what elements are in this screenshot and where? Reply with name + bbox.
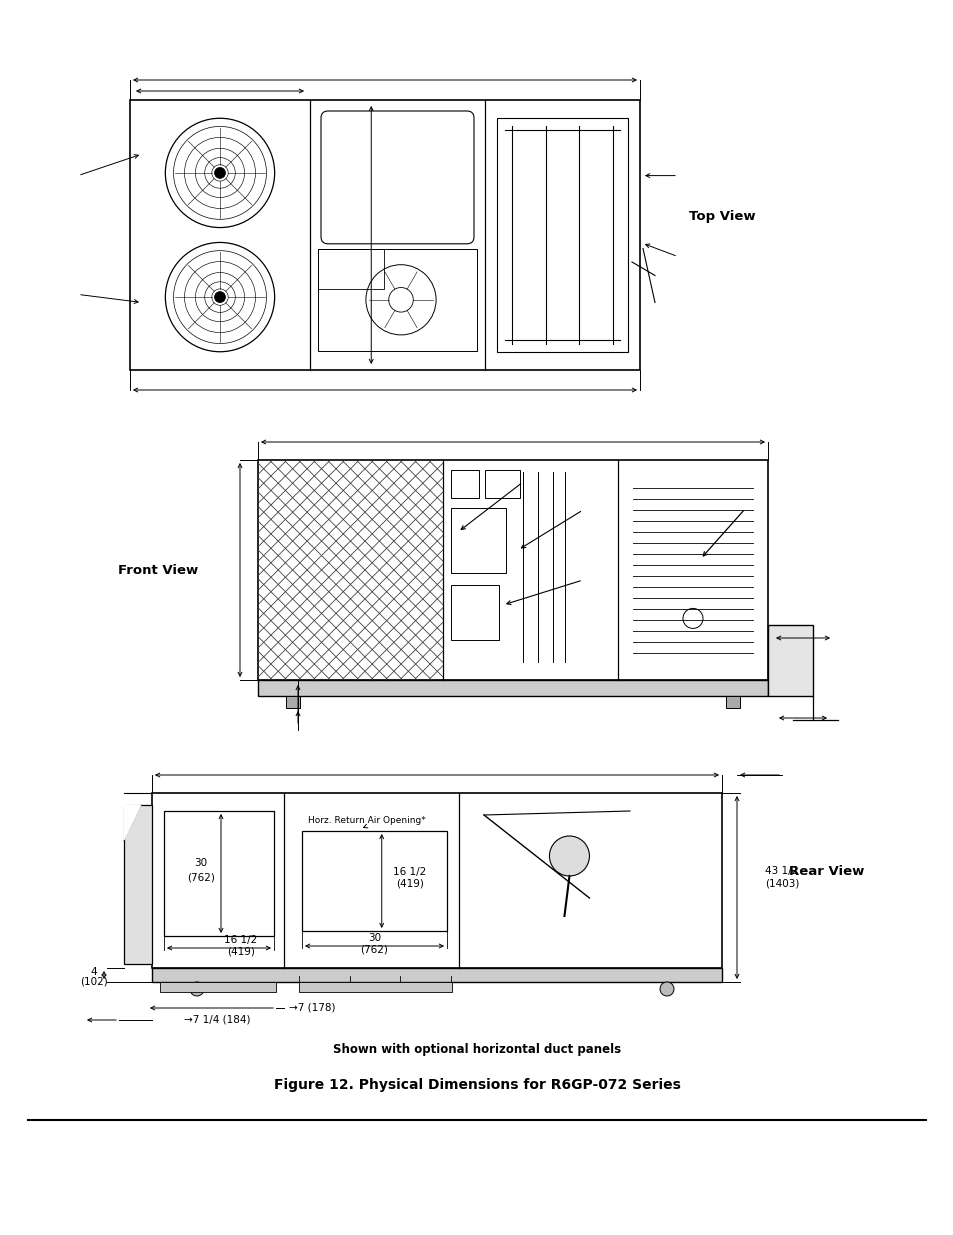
Text: 16 1/2: 16 1/2 <box>224 935 257 945</box>
Bar <box>451 585 498 640</box>
Text: (762): (762) <box>187 872 214 883</box>
Bar <box>484 471 519 498</box>
Text: Figure 12. Physical Dimensions for R6GP-072 Series: Figure 12. Physical Dimensions for R6GP-… <box>274 1078 679 1092</box>
Text: Rear View: Rear View <box>788 866 863 878</box>
Text: Front View: Front View <box>118 563 198 577</box>
Bar <box>257 459 767 680</box>
Bar <box>152 968 721 982</box>
Circle shape <box>190 982 204 995</box>
Circle shape <box>214 291 225 303</box>
Bar <box>152 793 721 968</box>
Bar <box>317 248 476 351</box>
Text: (762): (762) <box>360 945 388 955</box>
Text: (419): (419) <box>395 879 423 889</box>
Bar <box>725 697 740 708</box>
Bar <box>302 831 447 931</box>
Text: →7 1/4 (184): →7 1/4 (184) <box>184 1015 251 1025</box>
Bar <box>124 805 152 965</box>
Bar <box>451 471 478 498</box>
Bar <box>298 982 452 992</box>
Bar <box>130 100 639 370</box>
Text: (1403): (1403) <box>764 878 799 888</box>
Text: Horz. Return Air Opening*: Horz. Return Air Opening* <box>308 816 426 825</box>
Bar <box>257 680 767 697</box>
Text: 30: 30 <box>368 932 380 944</box>
Bar <box>286 697 299 708</box>
Text: 4: 4 <box>91 967 97 977</box>
Circle shape <box>214 168 225 178</box>
Text: (419): (419) <box>227 947 254 957</box>
Text: Top View: Top View <box>688 210 755 222</box>
Bar <box>497 119 627 352</box>
Text: 30: 30 <box>194 858 208 868</box>
Text: (102): (102) <box>80 977 108 987</box>
Bar <box>160 982 275 992</box>
Text: Shown with optional horizontal duct panels: Shown with optional horizontal duct pane… <box>333 1044 620 1056</box>
Text: →7 (178): →7 (178) <box>289 1003 335 1013</box>
Circle shape <box>659 982 673 995</box>
Text: 16 1/2: 16 1/2 <box>393 867 426 877</box>
Bar <box>451 508 505 573</box>
Bar <box>317 248 384 289</box>
Polygon shape <box>124 805 141 840</box>
Bar <box>164 811 274 936</box>
Bar <box>767 625 812 697</box>
Circle shape <box>549 836 589 876</box>
Text: 43 1/2: 43 1/2 <box>764 867 798 877</box>
